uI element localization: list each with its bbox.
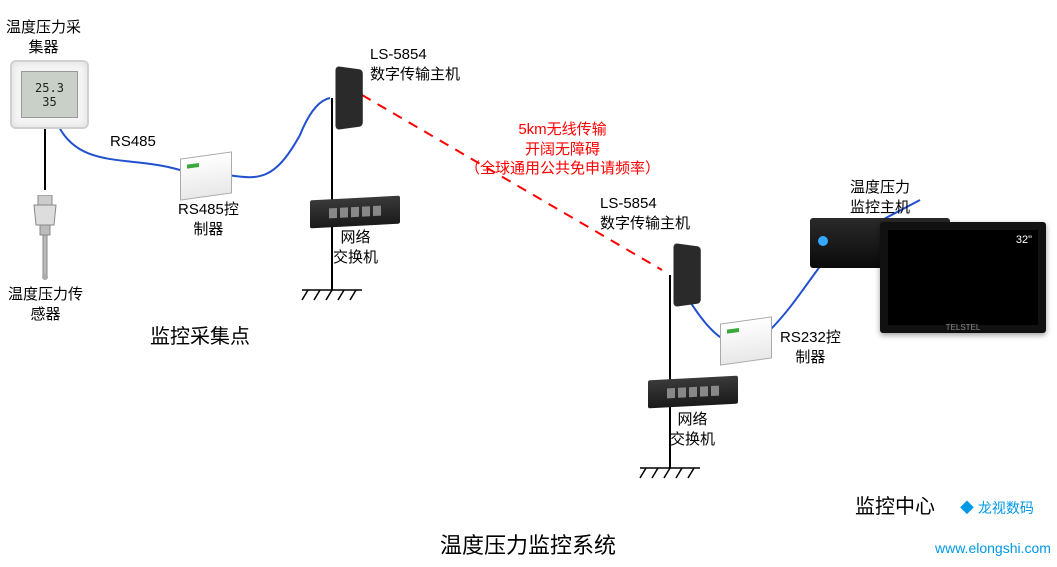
rs485-ctrl-label: RS485控 制器 <box>178 200 239 239</box>
lcd-line2: 35 <box>42 95 56 109</box>
tx-host-1 <box>335 66 362 130</box>
rs232-ctrl-label: RS232控 制器 <box>780 328 841 367</box>
rs232-controller <box>720 316 772 365</box>
display-monitor: 32" TELSTEL <box>880 222 1046 333</box>
lcd-line1: 25.3 <box>35 81 64 95</box>
tx-host-2 <box>673 243 700 307</box>
wireless-label: 5km无线传输 开阔无障碍 （全球通用公共免申请频率） <box>465 120 660 179</box>
monitor-size-label: 32" <box>1016 234 1032 246</box>
switch2-label: 网络 交换机 <box>670 410 715 449</box>
collector-label: 温度压力采 集器 <box>6 18 81 57</box>
switch1-label: 网络 交换机 <box>333 228 378 267</box>
section-center: 监控中心 <box>855 490 935 519</box>
rs485-label: RS485 <box>110 132 156 152</box>
brand-name: 龙视数码 <box>978 500 1034 516</box>
collector-device: 25.3 35 <box>10 60 89 129</box>
network-switch-1 <box>310 196 400 229</box>
sensor-device <box>30 195 60 275</box>
collector-lcd: 25.3 35 <box>21 71 78 118</box>
rs485-controller <box>180 151 232 200</box>
monitor-brand-logo: TELSTEL <box>946 323 981 332</box>
brand-url: www.elongshi.com <box>935 540 1051 556</box>
sensor-label: 温度压力传 感器 <box>8 285 83 324</box>
network-switch-2 <box>648 376 738 409</box>
tx-host2-label: LS-5854 数字传输主机 <box>600 194 690 233</box>
mon-host-label: 温度压力 监控主机 <box>850 178 910 217</box>
tx-host1-label: LS-5854 数字传输主机 <box>370 45 460 84</box>
section-collection: 监控采集点 <box>150 320 250 349</box>
system-title: 温度压力监控系统 <box>440 528 616 560</box>
brand-logo: ◆ 龙视数码 <box>960 498 1034 518</box>
